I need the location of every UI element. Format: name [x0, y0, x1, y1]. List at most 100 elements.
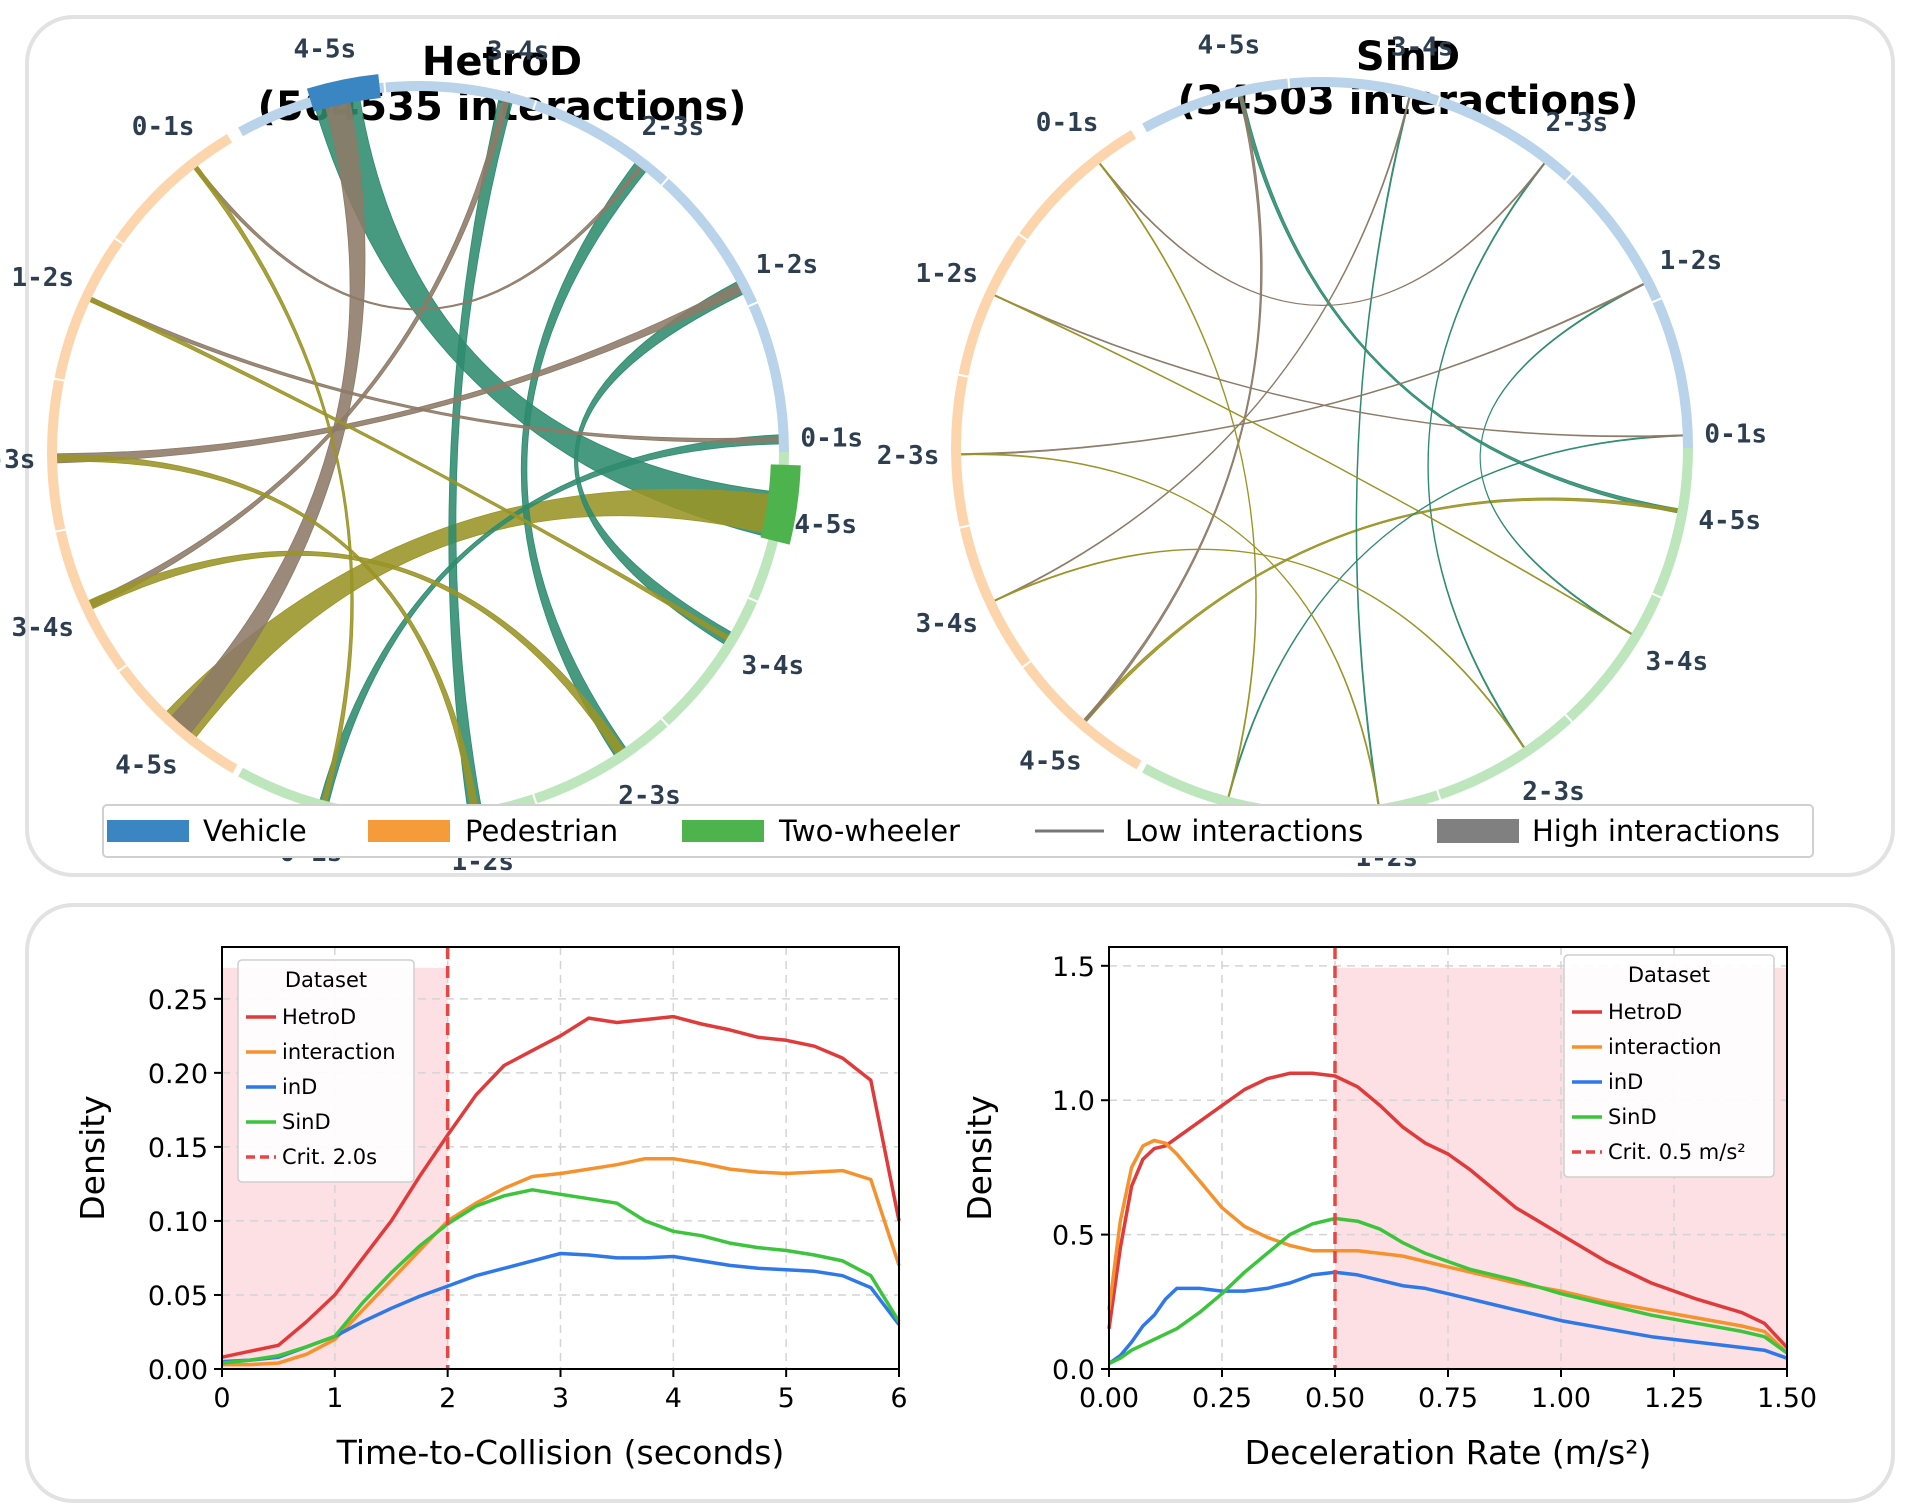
segment-label: 3-4s: [1391, 32, 1454, 62]
legend-entry: inD: [1608, 1070, 1643, 1094]
chord-diagram-hetrod: HetroD (564535 interactions) 0-1s1-2s2-3…: [0, 35, 863, 877]
segment-divider: [660, 717, 669, 727]
segment-label: 0-1s: [1704, 420, 1767, 450]
segment-divider: [532, 100, 538, 111]
legend-swatch-two-wheeler: [682, 820, 764, 842]
segment-divider: [959, 524, 970, 529]
legend-entry: SinD: [1608, 1105, 1657, 1129]
segment-divider: [54, 377, 65, 382]
x-axis-label: Deceleration Rate (m/s²): [1245, 1433, 1652, 1472]
segment-label: 4-5s: [794, 510, 857, 540]
segment-divider: [1436, 96, 1442, 107]
x-tick-label: 0.75: [1418, 1383, 1478, 1414]
y-tick-label: 0.5: [1052, 1221, 1095, 1252]
segment-divider: [1651, 297, 1662, 304]
legend-entry: SinD: [282, 1110, 331, 1134]
x-tick-label: 1.50: [1757, 1383, 1817, 1414]
segment-label: 1-2s: [1660, 246, 1723, 276]
series-line-hetrod: [221, 1014, 901, 1359]
chord-legend: Vehicle Pedestrian Two-wheeler Low inter…: [102, 804, 1814, 858]
y-tick-label: 0.15: [148, 1133, 208, 1164]
segment-label: 4-5s: [1698, 506, 1761, 536]
legend-box: [237, 959, 415, 1183]
segment-label: 1-2s: [756, 250, 819, 280]
legend-title: Dataset: [1628, 963, 1710, 987]
segment-divider: [1287, 78, 1291, 89]
segment-label: 3-4s: [11, 613, 74, 643]
y-tick-label: 0.05: [148, 1281, 208, 1312]
legend-title: Dataset: [285, 968, 367, 992]
segment-divider: [55, 528, 66, 533]
segment-divider: [1022, 660, 1032, 668]
segment-label: 3-4s: [1646, 647, 1709, 677]
chord-title-line1: SinD: [1356, 34, 1460, 80]
legend-entry: interaction: [282, 1040, 396, 1064]
y-tick-label: 0.0: [1052, 1355, 1095, 1386]
y-tick-label: 0.20: [148, 1059, 208, 1090]
legend-entry-critical: Crit. 2.0s: [282, 1145, 377, 1169]
chord-link: [959, 282, 1646, 456]
segment-label: 2-3s: [1522, 777, 1585, 807]
segment-label: 2-3s: [877, 441, 940, 471]
x-tick-label: 0.50: [1305, 1383, 1365, 1414]
legend-entry: HetroD: [1608, 1000, 1682, 1024]
segment-divider: [532, 793, 538, 804]
x-tick-label: 3: [552, 1383, 569, 1414]
group-arc-pedestrian: [951, 129, 1142, 770]
x-tick-label: 0.00: [1079, 1383, 1139, 1414]
series-line-interaction: [1107, 1138, 1789, 1355]
segment-label: 2-3s: [1546, 108, 1609, 138]
legend-label-two-wheeler: Two-wheeler: [778, 814, 960, 848]
segment-label: 2-3s: [0, 445, 35, 475]
deceleration-density-chart: 0.00 0.25 0.50 0.75 1.00 1.25 1.50 0.0 0.5 1.0 1.5…: [960, 946, 1817, 1472]
segment-label: 1-2s: [11, 263, 74, 293]
legend-entry: HetroD: [282, 1005, 356, 1029]
x-tick-label: 2: [439, 1383, 456, 1414]
x-tick-label: 6: [890, 1383, 907, 1414]
y-tick-label: 0.25: [148, 985, 208, 1016]
segment-label: 4-5s: [1019, 746, 1082, 776]
y-tick-label: 0.10: [148, 1207, 208, 1238]
series-line-ind: [1107, 1270, 1788, 1366]
ttc-density-chart: 0 1 2 3 4 5 6 0.00 0.05 0.10 0.15 0.20 0.25 Time-to-C…: [73, 946, 908, 1472]
chord-links: [55, 94, 781, 812]
y-axis-label: Density: [73, 1095, 112, 1220]
group-arc-pedestrian: [47, 133, 238, 774]
legend-entry: interaction: [1608, 1035, 1722, 1059]
segment-divider: [118, 664, 128, 672]
segment-label: 4-5s: [1198, 31, 1261, 61]
chord-link: [1355, 96, 1411, 807]
segment-label: 3-4s: [487, 36, 550, 66]
high-interaction-segment: [760, 464, 801, 545]
segment-label: 1-2s: [915, 259, 978, 289]
x-tick-label: 1.00: [1531, 1383, 1591, 1414]
chord-link: [1082, 497, 1680, 723]
chord-link: [993, 96, 1411, 603]
segment-divider: [747, 596, 758, 603]
chord-link: [1098, 161, 1257, 799]
segment-label: 3-4s: [742, 651, 805, 681]
legend-label-high: High interactions: [1532, 814, 1780, 848]
segment-label: 4-5s: [294, 35, 357, 65]
x-tick-label: 1: [326, 1383, 343, 1414]
segment-divider: [747, 301, 758, 308]
x-axis-label: Time-to-Collision (seconds): [336, 1433, 785, 1472]
legend-swatch-high: [1437, 819, 1519, 843]
chord-diagram-sind: SinD (34503 interactions) 0-1s1-2s2-3s3-…: [877, 31, 1767, 873]
segment-divider: [1436, 789, 1442, 800]
chord-link: [1082, 94, 1263, 723]
legend-entry: inD: [282, 1075, 317, 1099]
series-line-interaction: [222, 1156, 901, 1367]
segment-divider: [660, 177, 669, 187]
y-tick-label: 1.0: [1052, 1086, 1095, 1117]
segment-divider: [114, 237, 124, 245]
segment-label: 0-1s: [1036, 108, 1099, 138]
legend-frame: [102, 804, 1814, 858]
legend-swatch-vehicle: [107, 820, 189, 842]
segment-label: 4-5s: [115, 750, 178, 780]
segment-divider: [1018, 233, 1028, 241]
chord-link: [1427, 161, 1546, 750]
segment-label: 0-1s: [800, 424, 863, 454]
segment-label: 2-3s: [642, 112, 705, 142]
